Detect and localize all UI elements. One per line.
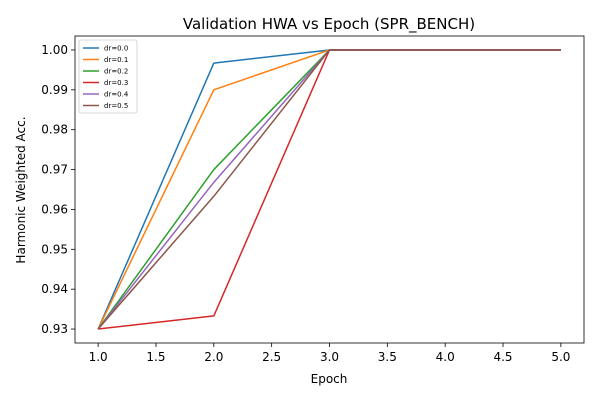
legend-label: dr=0.2 (104, 68, 128, 76)
legend: dr=0.0 dr=0.1 dr=0.2 dr=0.3 dr=0.4 dr=0.5 (78, 39, 138, 114)
plot-frame (74, 35, 585, 344)
x-tick-label: 2.5 (262, 350, 281, 364)
x-tick-label: 1.0 (89, 350, 108, 364)
x-tick-label: 3.5 (378, 350, 397, 364)
series-line-5 (97, 49, 561, 330)
x-tick-label: 2.0 (204, 350, 223, 364)
series-line-3 (98, 49, 561, 330)
legend-label: dr=0.3 (104, 79, 128, 87)
y-tick-label: 1.00 (41, 43, 68, 57)
legend-label: dr=0.5 (104, 102, 128, 110)
series-line-0 (97, 49, 561, 330)
legend-label: dr=0.4 (104, 91, 129, 99)
y-axis: 0.93 0.94 0.95 0.96 0.97 0.98 0.99 1.00 (41, 43, 75, 336)
y-tick-label: 0.99 (41, 83, 68, 97)
x-tick-label: 3.0 (320, 350, 339, 364)
x-tick-label: 4.0 (436, 350, 455, 364)
legend-label: dr=0.0 (104, 45, 128, 53)
series-lines (97, 49, 561, 330)
x-tick-label: 5.0 (551, 350, 570, 364)
x-axis: 1.0 1.5 2.0 2.5 3.0 3.5 4.0 4.5 5.0 (89, 343, 570, 364)
y-tick-label: 0.98 (41, 123, 68, 137)
x-tick-label: 4.5 (493, 350, 512, 364)
series-line-1 (97, 49, 561, 330)
series-line-4 (97, 49, 561, 330)
y-tick-label: 0.93 (41, 322, 68, 336)
series-line-2 (97, 49, 561, 330)
y-axis-label: Harmonic Weighted Acc. (14, 116, 28, 263)
y-tick-label: 0.95 (41, 242, 68, 256)
x-axis-label: Epoch (311, 372, 348, 386)
y-tick-label: 0.97 (41, 163, 68, 177)
chart-title: Validation HWA vs Epoch (SPR_BENCH) (183, 15, 475, 34)
y-tick-label: 0.94 (41, 282, 68, 296)
x-tick-label: 1.5 (146, 350, 165, 364)
legend-label: dr=0.1 (104, 56, 128, 64)
y-tick-label: 0.96 (41, 202, 68, 216)
